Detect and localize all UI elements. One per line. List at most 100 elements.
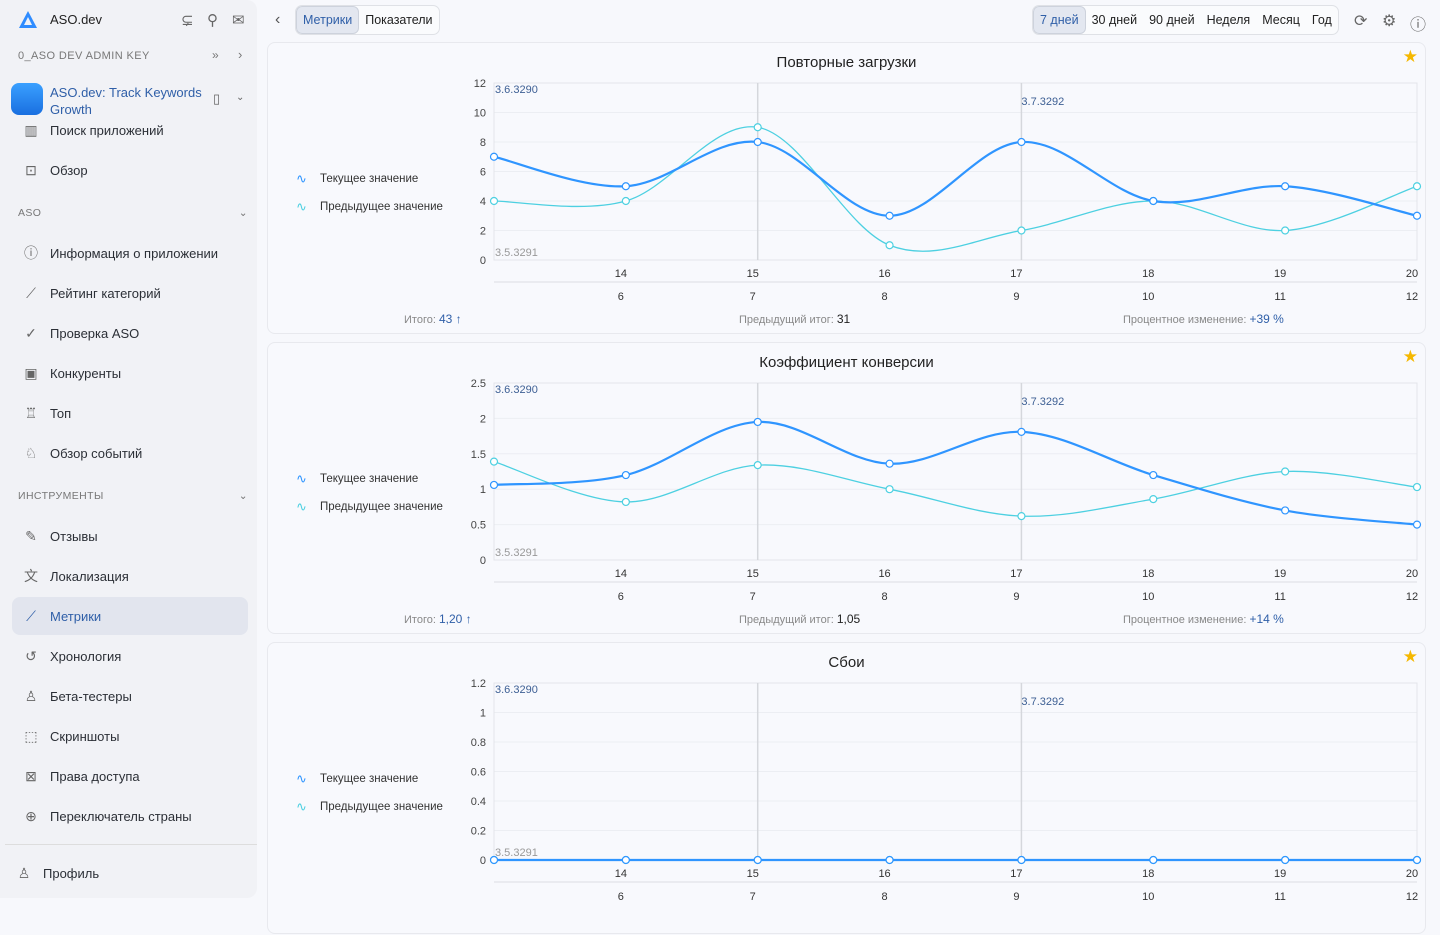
data-point[interactable]: [1412, 520, 1422, 529]
refresh-icon[interactable]: ⟳: [1354, 13, 1368, 30]
data-point[interactable]: [1281, 855, 1290, 865]
range-week[interactable]: Неделя: [1206, 13, 1251, 27]
range-90-days[interactable]: 90 дней: [1149, 13, 1195, 27]
sidebar-item[interactable]: ↺ Хронология: [12, 637, 248, 675]
version-label: 3.7.3292: [1021, 96, 1064, 108]
x-tick-label-previous: 11: [1274, 891, 1285, 903]
x-tick-label-previous: 10: [1142, 591, 1154, 603]
feedback-icon[interactable]: ⊊: [181, 12, 194, 29]
data-point[interactable]: [1281, 226, 1290, 235]
sidebar-item[interactable]: ✎ Отзывы: [12, 517, 248, 555]
tab-metrics[interactable]: Метрики: [296, 6, 360, 34]
data-point[interactable]: [621, 182, 630, 191]
data-point[interactable]: [621, 497, 630, 507]
sidebar-item[interactable]: ✓ Проверка ASO: [12, 314, 248, 352]
range-7-days[interactable]: 7 дней: [1033, 6, 1086, 34]
help-icon[interactable]: ⓘ: [1410, 17, 1427, 34]
data-point[interactable]: [621, 855, 630, 865]
chevron-down-icon[interactable]: ⌄: [236, 92, 245, 103]
sidebar-item[interactable]: ⟋ Рейтинг категорий: [12, 274, 248, 312]
wave-icon: ∿: [296, 171, 307, 186]
sidebar-item[interactable]: ⟋ Метрики: [12, 597, 248, 635]
sidebar-section-header[interactable]: ИНСТРУМЕНТЫ ⌄: [18, 490, 248, 502]
sidebar-item[interactable]: ⊠ Права доступа: [12, 757, 248, 795]
sidebar-item[interactable]: ⓘ Информация о приложении: [12, 234, 248, 272]
chevron-right-icon[interactable]: ›: [238, 47, 243, 62]
data-point[interactable]: [1281, 182, 1290, 191]
data-point[interactable]: [489, 457, 499, 466]
metric-card: Повторные загрузки ★ ∿ Текущее значение ∿ Пре…: [267, 42, 1426, 334]
data-point[interactable]: [885, 211, 894, 220]
pin-icon[interactable]: ⚲: [207, 12, 218, 29]
data-point[interactable]: [1412, 182, 1422, 191]
data-point[interactable]: [621, 470, 630, 480]
app-name[interactable]: ASO.dev: Track Keywords Growth: [50, 85, 202, 117]
sidebar-item[interactable]: 文 Локализация: [12, 557, 248, 595]
sidebar-item[interactable]: ♙ Бета-тестеры: [12, 677, 248, 715]
data-point[interactable]: [489, 855, 499, 865]
legend-current[interactable]: ∿ Текущее значение: [296, 471, 418, 487]
data-point[interactable]: [1017, 512, 1026, 521]
x-tick-label-previous: 6: [618, 891, 624, 903]
data-point[interactable]: [1017, 137, 1026, 147]
sidebar-item[interactable]: ♘ Обзор событий: [12, 434, 248, 472]
device-icon[interactable]: ▯: [213, 91, 221, 106]
mail-icon[interactable]: ✉: [232, 12, 245, 29]
sidebar-item[interactable]: ▥ Поиск приложений: [12, 111, 248, 149]
data-point[interactable]: [753, 417, 762, 427]
data-point[interactable]: [1017, 226, 1026, 235]
data-point[interactable]: [1149, 470, 1158, 480]
sidebar-section-header[interactable]: ASO ⌄: [18, 207, 248, 219]
sidebar-item[interactable]: ⊕ Переключатель страны: [12, 797, 248, 835]
legend-current[interactable]: ∿ Текущее значение: [296, 771, 418, 787]
data-point[interactable]: [1281, 506, 1290, 515]
sidebar-item[interactable]: ⬚ Скриншоты: [12, 717, 248, 755]
data-point[interactable]: [1281, 467, 1290, 476]
sidebar-item[interactable]: ▣ Конкуренты: [12, 354, 248, 392]
data-point[interactable]: [1412, 211, 1422, 220]
range-30-days[interactable]: 30 дней: [1091, 13, 1138, 27]
star-icon[interactable]: ★: [1402, 647, 1418, 666]
data-point[interactable]: [753, 137, 762, 147]
y-tick-label: 4: [480, 196, 486, 208]
back-icon[interactable]: ‹: [275, 11, 281, 28]
data-point[interactable]: [753, 123, 762, 132]
data-point[interactable]: [1149, 495, 1158, 504]
data-point[interactable]: [1412, 855, 1422, 865]
range-month[interactable]: Месяц: [1262, 13, 1300, 27]
account-key[interactable]: 0_ASO DEV ADMIN KEY: [18, 50, 150, 62]
sidebar-item[interactable]: ⊡ Обзор: [12, 151, 248, 189]
data-point[interactable]: [753, 461, 762, 470]
data-point[interactable]: [753, 855, 762, 865]
sidebar-item[interactable]: ♖ Топ: [12, 394, 248, 432]
data-point[interactable]: [885, 485, 894, 494]
data-point[interactable]: [885, 459, 894, 468]
data-point[interactable]: [621, 196, 630, 206]
chart-title: Коэффициент конверсии: [759, 354, 934, 371]
data-point[interactable]: [885, 855, 894, 865]
legend-previous[interactable]: ∿ Предыдущее значение: [296, 199, 443, 215]
chart-icon: ⟋: [26, 284, 36, 301]
data-point[interactable]: [489, 480, 499, 490]
data-point[interactable]: [1412, 482, 1422, 492]
sidebar-item-profile[interactable]: ♙ Профиль: [5, 854, 241, 892]
legend-previous[interactable]: ∿ Предыдущее значение: [296, 499, 443, 515]
x-tick-label: 14: [615, 568, 627, 580]
range-year[interactable]: Год: [1311, 13, 1332, 27]
legend-previous[interactable]: ∿ Предыдущее значение: [296, 799, 443, 815]
data-point[interactable]: [1017, 855, 1026, 865]
data-point[interactable]: [1017, 427, 1026, 436]
tab-indicators[interactable]: Показатели: [365, 13, 433, 27]
data-point[interactable]: [885, 241, 894, 250]
x-tick-label: 17: [1010, 268, 1022, 280]
data-point[interactable]: [489, 196, 499, 206]
star-icon[interactable]: ★: [1402, 47, 1418, 66]
settings-icon[interactable]: ⚙: [1382, 13, 1397, 30]
data-point[interactable]: [1149, 196, 1158, 206]
data-point[interactable]: [1149, 855, 1158, 865]
data-point[interactable]: [489, 152, 499, 161]
legend-current[interactable]: ∿ Текущее значение: [296, 171, 418, 187]
double-chevron-icon[interactable]: »: [212, 48, 219, 62]
star-icon[interactable]: ★: [1402, 347, 1418, 366]
plot-frame: [493, 82, 1418, 261]
